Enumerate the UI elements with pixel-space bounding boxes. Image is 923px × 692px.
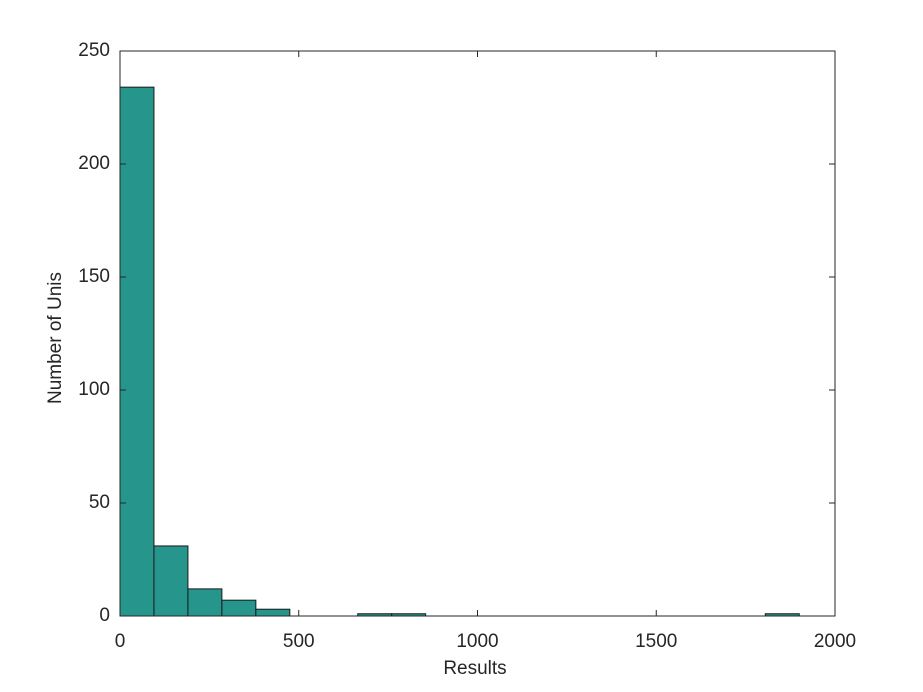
- bar: [119, 86, 155, 617]
- y-axis-label: Number of Unis: [45, 272, 66, 404]
- x-tick-label: 2000: [814, 631, 856, 652]
- x-tick-label: 500: [283, 631, 315, 652]
- y-tick-label: 250: [78, 40, 110, 61]
- y-tick-label: 50: [89, 492, 110, 513]
- x-tick-label: 1000: [456, 631, 498, 652]
- x-tick-label: 1500: [635, 631, 677, 652]
- y-tick-label: 0: [99, 605, 110, 626]
- y-tick-label: 100: [78, 379, 110, 400]
- y-tick-label: 150: [78, 266, 110, 287]
- bar: [153, 545, 189, 617]
- bar: [221, 599, 257, 617]
- x-tick-label: 0: [115, 631, 126, 652]
- x-axis-label: Results: [443, 658, 506, 679]
- bar: [187, 588, 223, 617]
- plot-frame: [119, 50, 836, 617]
- y-tick-label: 200: [78, 153, 110, 174]
- bar: [255, 608, 291, 617]
